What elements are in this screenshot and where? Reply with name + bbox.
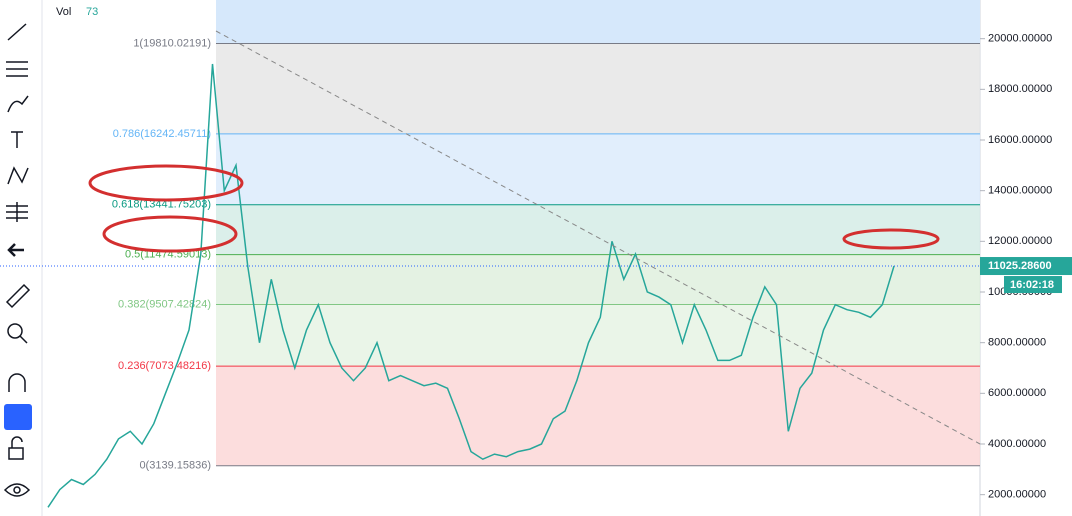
fib-label: 0(3139.15836) [139,460,211,472]
vol-value: 73 [86,6,98,18]
fib-zone [216,133,980,205]
y-tick-label: 20000.00000 [988,33,1052,45]
y-tick-label: 8000.00000 [988,337,1046,349]
time-badge [1004,276,1062,294]
fib-zone [216,204,980,255]
fib-zone [216,366,980,466]
y-tick-label: 12000.00000 [988,235,1052,247]
fib-label: 0.382(9507.42824) [118,298,211,310]
highlight-ellipse [842,228,940,250]
fib-label: 0.618(13441.75203) [112,199,211,211]
fib-zone [216,254,980,305]
fib-zone [216,43,980,134]
fib-label: 0.786(16242.45711) [113,128,211,140]
fib-label: 1(19810.02191) [133,37,211,49]
trend-line [215,30,981,445]
y-tick-label: 6000.00000 [988,387,1046,399]
highlight-ellipse [88,164,244,202]
highlight-ellipse [102,215,238,253]
y-tick-label: 2000.00000 [988,489,1046,501]
fib-zone-top [216,0,980,44]
y-tick-label: 14000.00000 [988,185,1052,197]
active-tool[interactable] [4,404,32,430]
y-tick-label: 16000.00000 [988,134,1052,146]
toolbar-icons[interactable] [3,23,31,497]
time-label: 16:02:18 [1010,279,1054,291]
y-tick-label: 18000.00000 [988,83,1052,95]
fib-zone [216,304,980,367]
vol-label: Vol [56,6,71,18]
last-price-label: 11025.28600 [988,260,1052,272]
fib-label: 0.236(7073.48216) [118,360,211,372]
price-line [47,63,895,508]
last-price-badge [980,257,1072,276]
y-tick-label: 4000.00000 [988,438,1046,450]
